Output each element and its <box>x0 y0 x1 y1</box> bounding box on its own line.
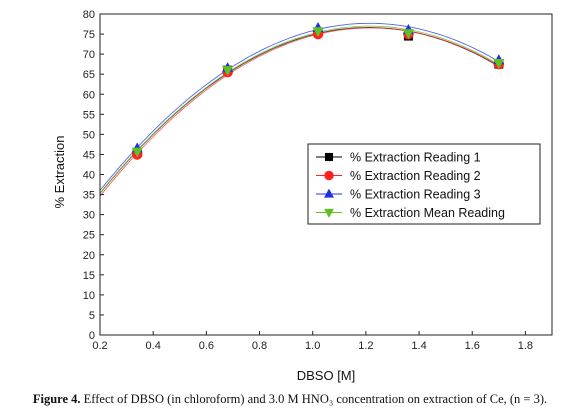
y-tick-label: 5 <box>89 310 95 322</box>
x-axis-title: DBSO [M] <box>297 368 356 383</box>
legend-label: % Extraction Reading 2 <box>350 169 481 183</box>
legend: % Extraction Reading 1 % Extraction Readi… <box>307 143 541 225</box>
y-axis-title: % Extraction <box>52 136 67 209</box>
y-tick-label: 35 <box>83 190 95 202</box>
y-tick-label: 40 <box>83 170 95 182</box>
marker-triangle-down <box>402 29 414 40</box>
caption-label: Figure 4. <box>32 392 81 406</box>
x-tick-label: 0.4 <box>146 340 161 352</box>
x-tick-label: 1.2 <box>358 340 373 352</box>
marker-triangle-down <box>222 66 234 77</box>
x-tick-label: 0.6 <box>199 340 214 352</box>
legend-label: % Extraction Reading 3 <box>350 188 481 202</box>
y-tick-label: 10 <box>83 290 95 302</box>
y-tick-label: 20 <box>83 250 95 262</box>
x-tick-label: 1.6 <box>465 340 480 352</box>
data-markers <box>131 22 505 160</box>
x-tick-label: 0.8 <box>252 340 267 352</box>
x-tick-label: 1.0 <box>305 340 320 352</box>
x-tick-label: 1.4 <box>411 340 426 352</box>
marker-triangle-down <box>131 147 143 158</box>
figure-caption: Figure 4. Effect of DBSO (in chloroform)… <box>0 392 580 407</box>
marker-triangle-down <box>312 27 324 38</box>
marker-triangle-down <box>493 58 505 69</box>
y-tick-label: 0 <box>89 330 95 342</box>
x-tick-label: 1.8 <box>518 340 533 352</box>
marker-triangle-down <box>324 208 334 218</box>
y-tick-label: 30 <box>83 210 95 222</box>
y-tick-label: 75 <box>83 29 95 41</box>
legend-box <box>307 143 541 225</box>
x-tick-label: 0.2 <box>92 340 107 352</box>
axes: 0.2 0.4 0.6 0.8 1.0 1.2 1.4 1.6 1.8 0 5 10 15 20 25 30 3… <box>83 9 553 352</box>
chart: 0.2 0.4 0.6 0.8 1.0 1.2 1.4 1.6 1.8 0 5 10 15 20 25 30 3… <box>52 9 553 383</box>
y-tick-label: 45 <box>83 149 95 161</box>
y-tick-label: 65 <box>83 69 95 81</box>
legend-label: % Extraction Mean Reading <box>350 206 505 220</box>
y-tick-label: 55 <box>83 109 95 121</box>
y-tick-label: 50 <box>83 129 95 141</box>
marker-circle <box>324 170 334 181</box>
fit-curve <box>99 25 500 194</box>
legend-label: % Extraction Reading 1 <box>350 151 481 165</box>
fit-curve <box>99 27 500 197</box>
fit-curves <box>99 22 500 197</box>
fit-curve <box>99 22 500 191</box>
y-tick-label: 15 <box>83 270 95 282</box>
y-tick-label: 25 <box>83 230 95 242</box>
y-tick-label: 70 <box>83 49 95 61</box>
y-tick-label: 60 <box>83 89 95 101</box>
marker-triangle-up <box>324 188 334 198</box>
y-tick-label: 80 <box>83 9 95 21</box>
marker-square <box>324 152 334 162</box>
caption-text: Effect of DBSO (in chloroform) and 3.0 M… <box>83 392 548 406</box>
